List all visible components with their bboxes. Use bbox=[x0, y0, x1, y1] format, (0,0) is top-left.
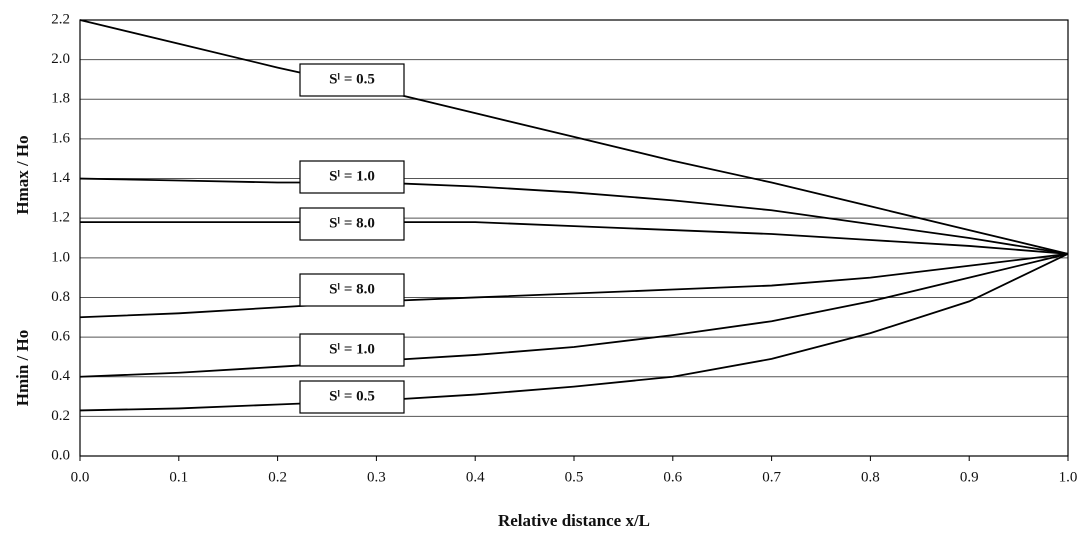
plot-frame bbox=[79, 19, 1069, 457]
x-tick-label: 0.7 bbox=[762, 469, 781, 485]
series-label: Sˡ = 0.5 bbox=[329, 71, 375, 87]
y-tick-label: 0.4 bbox=[51, 368, 70, 384]
y-tick-label: 1.0 bbox=[51, 249, 70, 265]
series-label: Sˡ = 8.0 bbox=[329, 281, 375, 297]
label-box bbox=[299, 207, 405, 241]
y-tick-label: 0.8 bbox=[51, 289, 70, 305]
line bbox=[79, 19, 1069, 255]
y-tick-label: 1.2 bbox=[51, 210, 70, 226]
line bbox=[80, 221, 1069, 255]
series-label: Sˡ = 8.0 bbox=[329, 215, 375, 231]
label-box bbox=[299, 333, 405, 367]
x-tick-label: 1.0 bbox=[1059, 469, 1078, 485]
y-axis-title: Hmin / Ho bbox=[13, 330, 32, 407]
x-tick-label: 0.5 bbox=[565, 469, 584, 485]
x-tick-label: 0.1 bbox=[169, 469, 188, 485]
label-box bbox=[299, 63, 405, 97]
y-tick-label: 2.2 bbox=[51, 11, 70, 27]
series-label: Sˡ = 0.5 bbox=[329, 388, 375, 404]
series-label: Sˡ = 1.0 bbox=[329, 168, 375, 184]
x-tick-label: 0.0 bbox=[71, 469, 90, 485]
y-tick-label: 1.4 bbox=[51, 170, 70, 186]
line bbox=[79, 253, 1069, 412]
y-tick-label: 0.2 bbox=[51, 408, 70, 424]
x-tick-label: 0.3 bbox=[367, 469, 386, 485]
x-tick-label: 0.9 bbox=[960, 469, 979, 485]
y-tick-label: 2.0 bbox=[51, 51, 70, 67]
y-axis-title: Hmax / Ho bbox=[13, 135, 32, 214]
x-axis-title: Relative distance x/L bbox=[498, 511, 650, 530]
y-tick-label: 1.6 bbox=[51, 130, 70, 146]
label-box bbox=[299, 160, 405, 194]
label-box bbox=[299, 380, 405, 414]
x-tick-label: 0.6 bbox=[663, 469, 682, 485]
y-tick-label: 0.6 bbox=[51, 329, 70, 345]
x-tick-label: 0.4 bbox=[466, 469, 485, 485]
label-box bbox=[299, 273, 405, 307]
series-label: Sˡ = 1.0 bbox=[329, 341, 375, 357]
line bbox=[79, 252, 1069, 378]
line bbox=[79, 177, 1069, 255]
x-tick-label: 0.2 bbox=[268, 469, 287, 485]
x-tick-label: 0.8 bbox=[861, 469, 880, 485]
y-tick-label: 0.0 bbox=[51, 447, 70, 463]
y-tick-label: 1.8 bbox=[51, 91, 70, 107]
line bbox=[79, 252, 1069, 319]
